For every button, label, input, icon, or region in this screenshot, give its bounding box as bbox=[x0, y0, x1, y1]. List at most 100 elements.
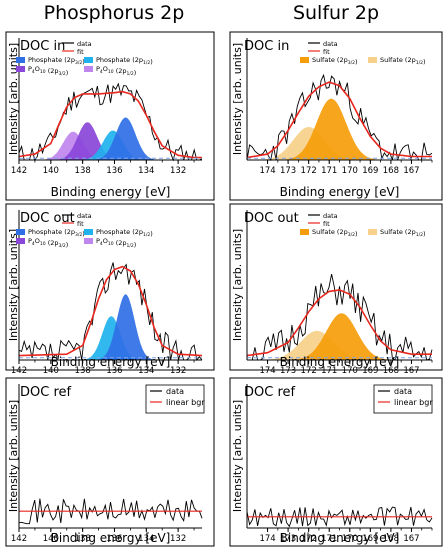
legend-label: Phosphate (2p1/2) bbox=[96, 228, 153, 238]
x-tick-label: 168 bbox=[383, 366, 399, 376]
x-axis-label: Binding energy [eV] bbox=[51, 185, 171, 199]
column-title-phosphorus: Phosphorus 2p bbox=[43, 2, 185, 24]
x-tick-label: 138 bbox=[75, 534, 91, 544]
x-tick-label: 140 bbox=[43, 534, 59, 544]
component-phosphate-2p3-2- bbox=[90, 117, 161, 160]
legend-label: data bbox=[166, 387, 184, 396]
y-axis-label: Intensity [arb. units] bbox=[231, 43, 244, 155]
component-sulfate-2p3-2- bbox=[279, 98, 384, 160]
x-tick-label: 132 bbox=[170, 166, 186, 176]
x-axis-label: Binding energy [eV] bbox=[51, 355, 171, 369]
data-series bbox=[18, 82, 203, 162]
legend-swatch bbox=[84, 238, 93, 244]
x-tick-label: 170 bbox=[342, 166, 358, 176]
fit-series bbox=[18, 90, 202, 159]
legend-label: data bbox=[77, 212, 92, 220]
x-tick-label: 132 bbox=[170, 366, 186, 376]
legend-label: Sulfate (2p1/2) bbox=[380, 56, 426, 66]
panel-annotation: DOC in bbox=[244, 39, 289, 54]
x-tick-label: 142 bbox=[11, 166, 27, 176]
legend-label: fit bbox=[323, 220, 330, 228]
x-tick-label: 174 bbox=[259, 366, 275, 376]
x-tick-label: 167 bbox=[403, 366, 419, 376]
x-tick-label: 169 bbox=[362, 534, 378, 544]
legend-label: Sulfate (2p1/2) bbox=[380, 228, 426, 238]
data-series bbox=[18, 262, 203, 361]
legend-label: Sulfate (2p3/2) bbox=[312, 56, 358, 66]
x-tick-label: 168 bbox=[383, 534, 399, 544]
x-tick-label: 172 bbox=[301, 166, 317, 176]
data-series bbox=[246, 73, 433, 162]
panel-annotation: DOC ref bbox=[20, 385, 72, 400]
fit-series bbox=[18, 265, 203, 357]
x-tick-label: 136 bbox=[106, 366, 122, 376]
legend-frame bbox=[145, 384, 205, 414]
legend-swatch bbox=[84, 66, 93, 72]
legend-swatch bbox=[16, 229, 25, 235]
x-tick-label: 171 bbox=[321, 534, 337, 544]
x-tick-label: 173 bbox=[280, 166, 296, 176]
legend-swatch bbox=[84, 57, 93, 63]
x-tick-label: 138 bbox=[75, 166, 91, 176]
legend-label: Sulfate (2p3/2) bbox=[312, 228, 358, 238]
legend-label: data bbox=[323, 212, 338, 220]
panel-annotation: DOC in bbox=[20, 39, 65, 54]
legend: data linear bgr bbox=[373, 384, 433, 414]
panel-frame bbox=[229, 31, 443, 201]
legend-frame bbox=[373, 384, 433, 414]
legend-label: data bbox=[323, 40, 338, 48]
legend-label: data bbox=[77, 40, 92, 48]
x-tick-label: 167 bbox=[403, 534, 419, 544]
legend-label: data bbox=[394, 387, 412, 396]
legend-label: P4O10 (2p1/2) bbox=[96, 65, 136, 77]
legend-label: P4O10 (2p1/2) bbox=[96, 237, 136, 249]
x-axis-label: Binding energy [eV] bbox=[280, 185, 400, 199]
x-tick-label: 172 bbox=[301, 366, 317, 376]
x-tick-label: 169 bbox=[362, 166, 378, 176]
legend-label: Phosphate (2p3/2) bbox=[28, 228, 85, 238]
y-axis-label: Intensity [arb. units] bbox=[7, 229, 20, 341]
fit-series bbox=[246, 289, 432, 357]
x-axis-label: Binding energy [eV] bbox=[51, 531, 171, 545]
fit-series bbox=[246, 81, 432, 159]
x-tick-label: 170 bbox=[342, 534, 358, 544]
component-phosphate-2p3-2- bbox=[94, 294, 158, 360]
panel-frame bbox=[229, 377, 443, 547]
x-tick-label: 134 bbox=[138, 166, 154, 176]
legend-label: P4O10 (2p3/2) bbox=[28, 237, 68, 249]
panel-frame bbox=[5, 203, 215, 371]
component-sulfate-2p3-2- bbox=[287, 313, 396, 360]
x-axis-label: Binding energy [eV] bbox=[280, 355, 400, 369]
legend-label: fit bbox=[323, 48, 330, 56]
x-tick-label: 140 bbox=[43, 166, 59, 176]
x-tick-label: 142 bbox=[11, 366, 27, 376]
x-axis-label: Binding energy [eV] bbox=[280, 531, 400, 545]
y-axis-label: Intensity [arb. units] bbox=[231, 400, 244, 512]
legend-swatch bbox=[368, 229, 377, 235]
x-tick-label: 168 bbox=[383, 166, 399, 176]
legend-label: Phosphate (2p3/2) bbox=[28, 56, 85, 66]
legend-swatch bbox=[84, 229, 93, 235]
component-p4o10-2p3-2- bbox=[52, 122, 123, 160]
legend-swatch bbox=[16, 57, 25, 63]
x-tick-label: 134 bbox=[138, 366, 154, 376]
component-sulfate-2p1-2- bbox=[258, 330, 376, 360]
panel-frame bbox=[5, 377, 215, 547]
x-tick-label: 174 bbox=[259, 166, 275, 176]
x-tick-label: 173 bbox=[280, 534, 296, 544]
x-tick-label: 170 bbox=[342, 366, 358, 376]
legend-label: Phosphate (2p1/2) bbox=[96, 56, 153, 66]
legend-swatch bbox=[300, 57, 309, 63]
component-phosphate-2p1-2- bbox=[79, 316, 143, 360]
x-tick-label: 134 bbox=[138, 534, 154, 544]
legend-label: linear bgr bbox=[394, 398, 433, 407]
data-series bbox=[247, 274, 433, 361]
